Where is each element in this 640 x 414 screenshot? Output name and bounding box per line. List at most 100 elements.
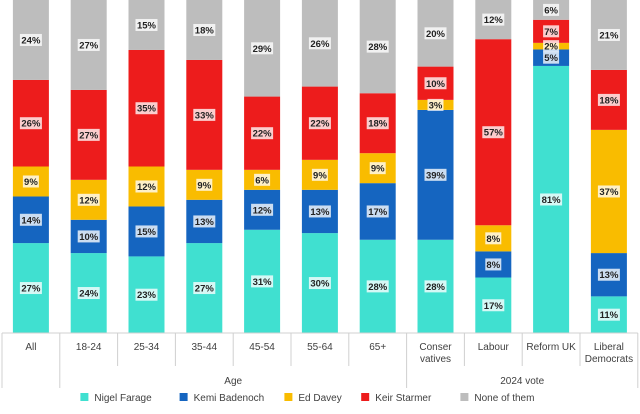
- data-label-labour-keir-starmer: 57%: [484, 128, 504, 139]
- data-label-box: [193, 215, 216, 228]
- legend-label-kemi-badenoch: Kemi Badenoch: [194, 393, 265, 404]
- data-label-25-34-keir-starmer: 35%: [137, 104, 157, 115]
- data-label-box: [77, 38, 100, 51]
- data-label-box: [308, 205, 331, 218]
- data-label-liberal-democrats-kemi-badenoch: 13%: [599, 270, 619, 281]
- data-label-box: [135, 102, 158, 115]
- data-label-45-54-kemi-badenoch: 12%: [253, 205, 273, 216]
- category-label-18-24: 18-24: [76, 342, 102, 353]
- data-label-box: [22, 175, 39, 188]
- data-label-65-none-of-them: 28%: [368, 42, 388, 53]
- data-label-18-24-ed-davey: 12%: [79, 195, 99, 206]
- data-label-box: [308, 277, 331, 290]
- data-label-55-64-none-of-them: 26%: [310, 39, 330, 50]
- data-label-65-nigel-farage: 28%: [368, 282, 388, 293]
- legend-label-none-of-them: None of them: [474, 393, 534, 404]
- data-label-all-nigel-farage: 27%: [21, 284, 41, 295]
- data-label-box: [366, 40, 389, 53]
- data-label-box: [251, 42, 274, 55]
- data-label-45-54-none-of-them: 29%: [253, 44, 273, 55]
- data-label-box: [193, 23, 216, 36]
- data-label-liberal-democrats-ed-davey: 37%: [599, 187, 619, 198]
- data-label-box: [597, 28, 620, 41]
- data-label-box: [424, 280, 447, 293]
- data-label-box: [135, 225, 158, 238]
- data-label-18-24-kemi-badenoch: 10%: [79, 232, 99, 243]
- data-label-box: [366, 117, 389, 130]
- category-axis: All 18-24 25-34 35-44 45-54 55-64 65+ Conser vat…: [1, 332, 639, 388]
- data-label-box: [366, 280, 389, 293]
- data-label-55-64-keir-starmer: 22%: [310, 119, 330, 130]
- data-label-box: [77, 193, 100, 206]
- data-label-box: [543, 40, 560, 53]
- data-label-35-44-ed-davey: 9%: [197, 180, 211, 191]
- data-label-reform-uk-none-of-them: 6%: [544, 5, 558, 16]
- data-label-box: [597, 268, 620, 281]
- data-label-box: [543, 51, 560, 64]
- data-label-55-64-kemi-badenoch: 13%: [310, 207, 330, 218]
- data-label-box: [540, 193, 563, 206]
- data-label-box: [77, 128, 100, 141]
- data-label-all-kemi-badenoch: 14%: [21, 215, 41, 226]
- data-label-conser-vatives-none-of-them: 20%: [426, 29, 446, 40]
- category-label-65: 65+: [369, 342, 386, 353]
- data-label-liberal-democrats-keir-starmer: 18%: [599, 95, 619, 106]
- data-label-box: [251, 203, 274, 216]
- data-label-box: [193, 108, 216, 121]
- data-label-18-24-nigel-farage: 24%: [79, 289, 99, 300]
- legend-swatch-keir-starmer: [361, 393, 370, 401]
- category-label-reform-uk: Reform UK: [526, 342, 576, 353]
- data-label-all-none-of-them: 24%: [21, 35, 41, 46]
- data-label-box: [543, 25, 560, 38]
- data-label-labour-nigel-farage: 17%: [484, 301, 504, 312]
- data-label-reform-uk-ed-davey: 2%: [544, 42, 558, 53]
- legend-label-keir-starmer: Keir Starmer: [375, 393, 432, 404]
- data-label-25-34-kemi-badenoch: 15%: [137, 227, 157, 238]
- data-label-box: [543, 3, 560, 16]
- legend-label-nigel-farage: Nigel Farage: [94, 393, 152, 404]
- data-label-45-54-ed-davey: 6%: [255, 175, 269, 186]
- data-label-box: [251, 275, 274, 288]
- legend-swatch-kemi-badenoch: [179, 393, 188, 401]
- data-label-reform-uk-keir-starmer: 7%: [544, 27, 558, 38]
- data-label-conser-vatives-kemi-badenoch: 39%: [426, 170, 446, 181]
- data-label-liberal-democrats-nigel-farage: 11%: [600, 310, 619, 321]
- data-label-box: [485, 232, 502, 245]
- legend: Nigel Farage Kemi Badenoch Ed Davey Keir St…: [80, 393, 534, 404]
- data-label-45-54-nigel-farage: 31%: [253, 277, 273, 288]
- data-label-35-44-keir-starmer: 33%: [195, 110, 215, 121]
- data-label-conser-vatives-keir-starmer: 10%: [426, 79, 446, 90]
- data-label-box: [482, 13, 505, 26]
- data-label-reform-uk-kemi-badenoch: 5%: [544, 53, 558, 64]
- category-label-all: All: [25, 342, 36, 353]
- data-label-65-kemi-badenoch: 17%: [368, 207, 388, 218]
- data-label-box: [424, 27, 447, 40]
- data-label-box: [135, 18, 158, 31]
- data-label-all-keir-starmer: 26%: [21, 119, 41, 130]
- data-label-box: [424, 168, 447, 181]
- data-label-labour-none-of-them: 12%: [484, 15, 504, 26]
- category-label-35-44: 35-44: [192, 342, 218, 353]
- data-label-box: [19, 282, 42, 295]
- segment-labels-layer: 27% 14% 9% 26% 24% 24% 10% 12% 27% 27% 23% 15% 12% 35…: [19, 3, 620, 321]
- data-label-box: [427, 98, 444, 111]
- data-label-55-64-ed-davey: 9%: [313, 170, 327, 181]
- group-label-age: Age: [224, 376, 242, 387]
- data-label-box: [77, 230, 100, 243]
- data-label-box: [366, 205, 389, 218]
- data-label-box: [251, 127, 274, 140]
- data-label-box: [254, 173, 271, 186]
- data-label-65-ed-davey: 9%: [371, 164, 385, 175]
- legend-swatch-ed-davey: [284, 393, 293, 401]
- category-label-25-34: 25-34: [134, 342, 160, 353]
- data-label-box: [193, 282, 216, 295]
- data-label-box: [424, 77, 447, 90]
- data-label-box: [308, 117, 331, 130]
- category-label-liberal-democrats: Liberal Democrats: [585, 342, 633, 365]
- data-label-65-keir-starmer: 18%: [368, 119, 388, 130]
- data-label-box: [485, 258, 502, 271]
- data-label-35-44-nigel-farage: 27%: [195, 284, 215, 295]
- data-label-box: [196, 178, 213, 191]
